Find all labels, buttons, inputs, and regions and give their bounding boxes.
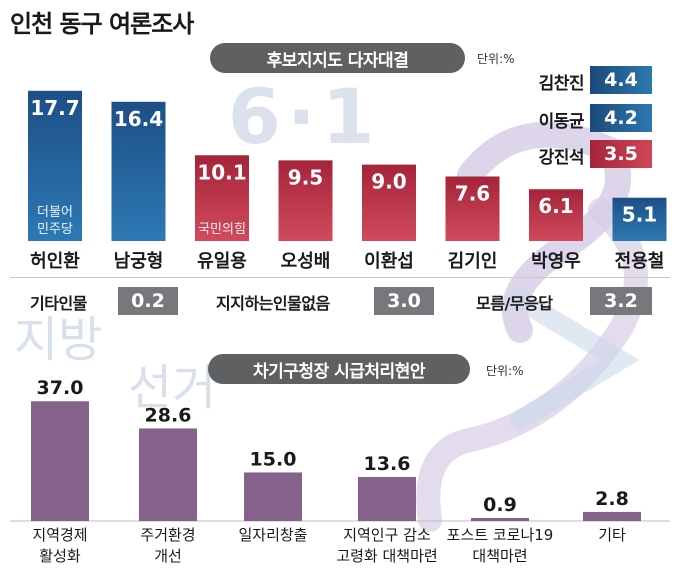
issue-bar [358, 476, 416, 521]
candidate-bar [111, 101, 166, 241]
urgent-issues-header: 차기구청장 시급처리현안 [208, 354, 470, 384]
candidate-value-label: 9.0 [371, 170, 406, 194]
candidate-value-label: 6.1 [538, 194, 573, 218]
issue-value-label: 28.6 [145, 404, 192, 426]
issue-bar [31, 401, 89, 521]
issue-value-label: 13.6 [364, 453, 411, 475]
other-response-value: 3.2 [590, 287, 652, 315]
minor-candidate-value: 3.5 [590, 140, 652, 168]
candidate-bar [612, 197, 667, 241]
minor-candidate-name: 강진석 [538, 148, 585, 168]
urgent-issues-unit: 단위:% [486, 364, 524, 378]
candidate-bar [278, 160, 333, 241]
candidate-bar [195, 155, 249, 241]
candidate-name-label: 유일용 [197, 251, 247, 272]
party-label: 국민의힘 [198, 222, 246, 237]
minor-candidate-name: 이동균 [538, 112, 585, 132]
candidate-value-label: 9.5 [288, 165, 323, 189]
candidate-value-label: 17.7 [30, 96, 79, 120]
issue-value-label: 0.9 [483, 494, 517, 516]
issue-category-label: 지역경제 [32, 526, 87, 544]
other-response-label: 기타인물 [30, 294, 87, 313]
candidate-value-label: 16.4 [114, 107, 163, 131]
candidate-support-header: 후보지지도 다자대결 [210, 43, 465, 73]
issue-bar [139, 428, 197, 521]
divider-1 [10, 277, 670, 278]
party-label: 더불어 [37, 205, 73, 220]
issue-bar [244, 472, 302, 521]
candidate-value-label: 5.1 [622, 203, 657, 227]
issue-category-label: 지역인구 감소 [343, 526, 431, 544]
party-label: 민주당 [37, 222, 73, 237]
issue-category-label: 일자리창출 [238, 526, 307, 544]
candidate-bar [28, 90, 82, 242]
issue-bar [583, 511, 641, 521]
other-response-label: 모름/무응답 [476, 294, 553, 313]
issue-bar [471, 518, 529, 521]
minor-candidate-value: 4.2 [590, 104, 652, 132]
candidate-name-label: 박영우 [531, 251, 581, 272]
candidate-name-label: 남궁형 [114, 251, 164, 272]
candidate-support-unit: 단위:% [477, 52, 515, 66]
issue-category-label: 개선 [154, 547, 182, 565]
issue-category-label: 포스트 코로나19 [447, 526, 554, 544]
candidate-bar [445, 176, 500, 241]
issue-category-label: 대책마련 [472, 547, 527, 565]
other-response-value: 0.2 [118, 287, 178, 315]
candidate-value-label: 7.6 [455, 182, 490, 206]
issue-category-label: 고령화 대책마련 [336, 547, 437, 565]
candidate-name-label: 김기인 [448, 251, 498, 272]
issue-category-label: 기타 [598, 526, 626, 544]
candidate-bar [362, 164, 416, 241]
candidate-name-label: 이환섭 [364, 250, 414, 272]
issue-value-label: 15.0 [250, 448, 297, 470]
candidate-bar [529, 189, 583, 241]
other-response-label: 지지하는인물없음 [216, 294, 330, 313]
minor-candidate-name: 김찬진 [538, 74, 585, 94]
issue-value-label: 37.0 [37, 377, 84, 399]
page-title: 인천 동구 여론조사 [10, 10, 194, 38]
candidate-name-label: 전용철 [615, 251, 665, 272]
issue-category-label: 주거환경 [140, 526, 195, 544]
candidate-name-label: 오성배 [281, 251, 331, 272]
issue-category-label: 활성화 [39, 547, 81, 565]
candidate-value-label: 10.1 [197, 160, 246, 184]
minor-candidate-value: 4.4 [590, 66, 652, 94]
issue-value-label: 2.8 [595, 488, 629, 510]
other-response-value: 3.0 [374, 287, 434, 315]
candidate-name-label: 허인환 [30, 250, 80, 272]
